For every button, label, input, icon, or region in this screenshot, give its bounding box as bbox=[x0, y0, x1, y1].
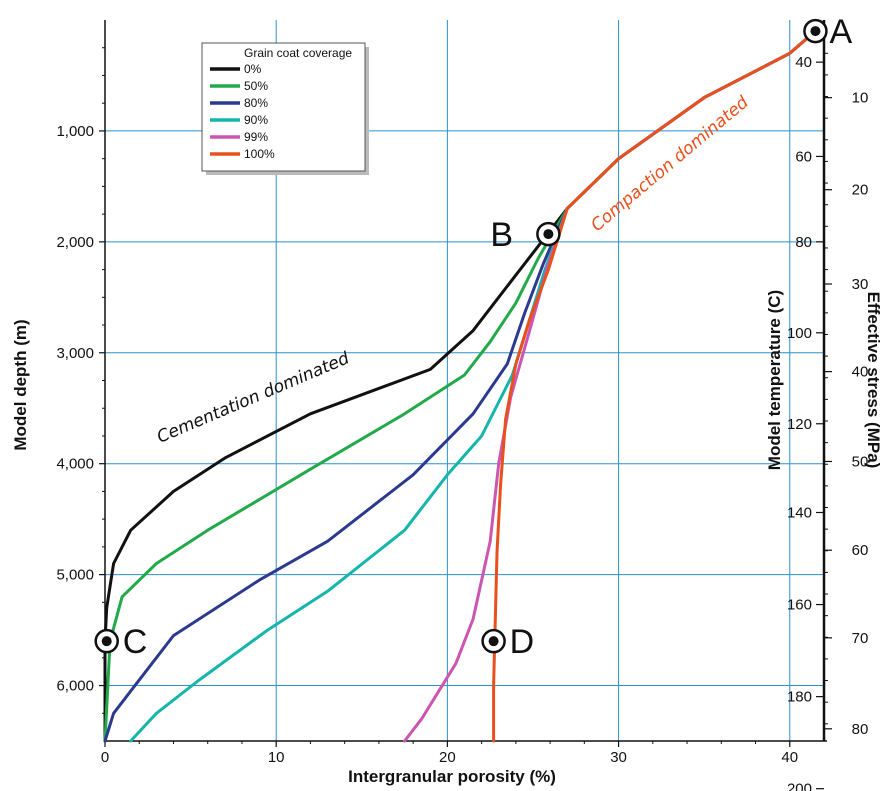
temperature-tick-label: 180 bbox=[787, 689, 812, 706]
x-tick-label: 40 bbox=[781, 749, 798, 766]
temperature-axis-title: Model temperature (C) bbox=[765, 290, 784, 470]
legend-label: 100% bbox=[244, 147, 275, 161]
marker-dot-B bbox=[543, 229, 553, 239]
temperature-tick-label: 80 bbox=[795, 234, 812, 251]
stress-tick-label: 10 bbox=[852, 90, 869, 107]
temperature-tick-label: 200 bbox=[787, 781, 812, 791]
x-tick-label: 10 bbox=[268, 749, 285, 766]
marker-dot-D bbox=[489, 636, 499, 646]
legend-label: 90% bbox=[244, 113, 268, 127]
stress-tick-label: 60 bbox=[852, 542, 869, 559]
marker-dot-A bbox=[810, 26, 820, 36]
y-tick-label: 5,000 bbox=[56, 567, 94, 584]
annotation-cementation: Cementation dominated bbox=[154, 348, 352, 447]
y-tick-label: 3,000 bbox=[56, 345, 94, 362]
y-tick-label: 1,000 bbox=[56, 123, 94, 140]
y-tick-label: 4,000 bbox=[56, 456, 94, 473]
temperature-tick-label: 120 bbox=[787, 416, 812, 433]
x-tick-label: 0 bbox=[101, 749, 109, 766]
legend-label: 99% bbox=[244, 130, 268, 144]
legend-label: 50% bbox=[244, 79, 268, 93]
series-line-99pct bbox=[405, 31, 816, 741]
marker-label-A: A bbox=[829, 13, 852, 51]
y-tick-label: 2,000 bbox=[56, 234, 94, 251]
marker-dot-C bbox=[102, 636, 112, 646]
marker-label-D: D bbox=[510, 623, 535, 661]
legend-label: 0% bbox=[244, 62, 262, 76]
stress-tick-label: 20 bbox=[852, 182, 869, 199]
stress-tick-label: 80 bbox=[852, 721, 869, 738]
y-axis-title: Model depth (m) bbox=[11, 319, 30, 450]
stress-axis-title: Effective stress (MPa) bbox=[864, 292, 883, 469]
temperature-tick-label: 40 bbox=[795, 54, 812, 71]
temperature-tick-label: 60 bbox=[795, 148, 812, 165]
y-tick-label: 6,000 bbox=[56, 678, 94, 695]
temperature-tick-label: 100 bbox=[787, 325, 812, 342]
temperature-tick-label: 140 bbox=[787, 504, 812, 521]
marker-label-B: B bbox=[490, 216, 513, 254]
stress-tick-label: 70 bbox=[852, 630, 869, 647]
x-tick-label: 20 bbox=[439, 749, 456, 766]
x-tick-label: 30 bbox=[610, 749, 627, 766]
stress-tick-label: 30 bbox=[852, 276, 869, 293]
marker-label-C: C bbox=[123, 623, 148, 661]
legend-title: Grain coat coverage bbox=[244, 46, 352, 60]
legend-box bbox=[202, 43, 365, 171]
x-axis-title: Intergranular porosity (%) bbox=[348, 767, 556, 786]
temperature-tick-label: 160 bbox=[787, 597, 812, 614]
legend-label: 80% bbox=[244, 96, 268, 110]
legend: Grain coat coverage 0% 50% 80% 90% 99% 100% bbox=[202, 43, 369, 175]
